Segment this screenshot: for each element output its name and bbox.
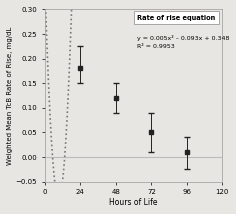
X-axis label: Hours of Life: Hours of Life	[109, 198, 158, 207]
Text: y = 0.005x² – 0.093x + 0.348
R² = 0.9953: y = 0.005x² – 0.093x + 0.348 R² = 0.9953	[137, 35, 230, 49]
Y-axis label: Weighted Mean TcB Rate of Rise, mg/dL: Weighted Mean TcB Rate of Rise, mg/dL	[7, 26, 13, 165]
Text: Rate of rise equation: Rate of rise equation	[137, 15, 215, 21]
